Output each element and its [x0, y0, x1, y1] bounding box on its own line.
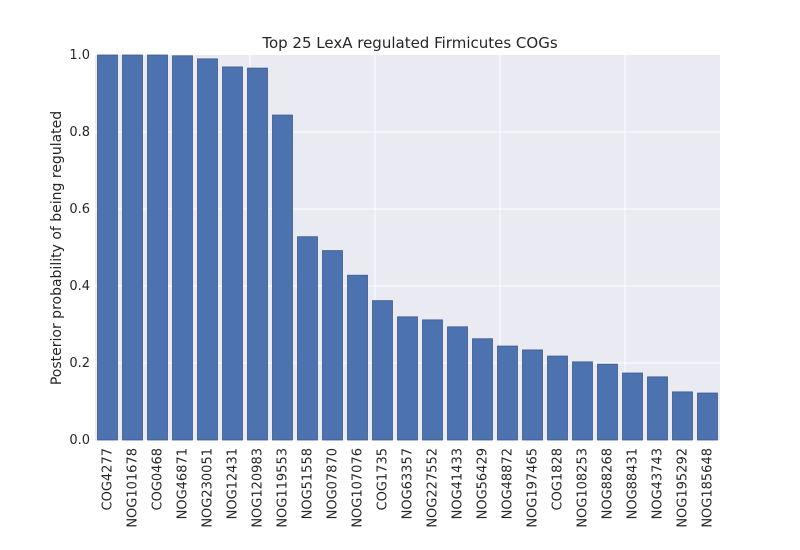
bar-cog1828 [547, 355, 568, 441]
x-tick-label: NOG197465 [526, 448, 541, 528]
x-tick-label: NOG12431 [226, 448, 241, 519]
bar-nog120983 [247, 67, 268, 441]
x-tick-label: NOG119553 [276, 448, 291, 528]
bar-nog63357 [397, 316, 418, 441]
x-tick-label: NOG108253 [576, 448, 591, 528]
bar-cog1735 [372, 300, 393, 441]
x-tick-label: NOG63357 [401, 448, 416, 519]
bar-nog07870 [322, 250, 343, 441]
bar-nog88431 [622, 372, 643, 441]
x-tick-label: NOG227552 [426, 448, 441, 528]
bar-nog101678 [122, 54, 143, 441]
x-tick-label: NOG185648 [701, 448, 716, 528]
x-tick-label: NOG195292 [676, 448, 691, 528]
y-tick-label: 0.2 [69, 356, 90, 371]
x-tick-label: NOG88268 [601, 448, 616, 519]
bar-nog230051 [197, 58, 218, 441]
y-tick-label: 0.6 [69, 202, 90, 217]
bar-cog4277 [97, 54, 118, 441]
x-tick-label: NOG51558 [301, 448, 316, 519]
x-tick-label: NOG107076 [351, 448, 366, 528]
y-tick-label: 1.0 [69, 48, 90, 63]
bar-nog88268 [597, 363, 618, 441]
bar-cog0468 [147, 54, 168, 441]
x-tick-label: COG0468 [151, 448, 166, 510]
x-tick-label: NOG46871 [176, 448, 191, 519]
bar-nog46871 [172, 55, 193, 441]
x-tick-label: NOG41433 [451, 448, 466, 519]
x-tick-label: NOG07870 [326, 448, 341, 519]
y-tick-labels: 0.0 0.2 0.4 0.6 0.8 1.0 [69, 48, 90, 448]
bar-nog48872 [497, 345, 518, 441]
x-tick-labels: COG4277 NOG101678 COG0468 NOG46871 NOG230051… [101, 448, 716, 528]
bars [97, 54, 718, 441]
x-tick-label: NOG120983 [251, 448, 266, 528]
bar-nog41433 [447, 326, 468, 441]
bar-nog12431 [222, 66, 243, 441]
bar-nog51558 [297, 236, 318, 441]
x-tick-label: NOG43743 [651, 448, 666, 519]
y-tick-label: 0.0 [69, 433, 90, 448]
bar-nog195292 [672, 391, 693, 441]
bar-nog197465 [522, 349, 543, 441]
x-tick-label: COG1735 [376, 448, 391, 510]
bar-nog108253 [572, 361, 593, 441]
y-axis-label: Posterior probability of being regulated [49, 111, 65, 385]
bar-nog107076 [347, 274, 368, 441]
y-tick-label: 0.8 [69, 125, 90, 140]
x-tick-label: COG1828 [551, 448, 566, 510]
bar-nog185648 [697, 392, 718, 441]
bar-nog119553 [272, 114, 293, 441]
x-tick-label: NOG88431 [626, 448, 641, 519]
y-tick-label: 0.4 [69, 279, 90, 294]
x-tick-label: NOG101678 [126, 448, 141, 528]
chart-title: Top 25 LexA regulated Firmicutes COGs [261, 34, 557, 52]
bar-nog43743 [647, 376, 668, 441]
bar-nog227552 [422, 319, 443, 441]
x-tick-label: COG4277 [101, 448, 116, 510]
x-tick-label: NOG230051 [201, 448, 216, 528]
x-tick-label: NOG56429 [476, 448, 491, 519]
bar-nog56429 [472, 338, 493, 441]
x-tick-label: NOG48872 [501, 448, 516, 519]
